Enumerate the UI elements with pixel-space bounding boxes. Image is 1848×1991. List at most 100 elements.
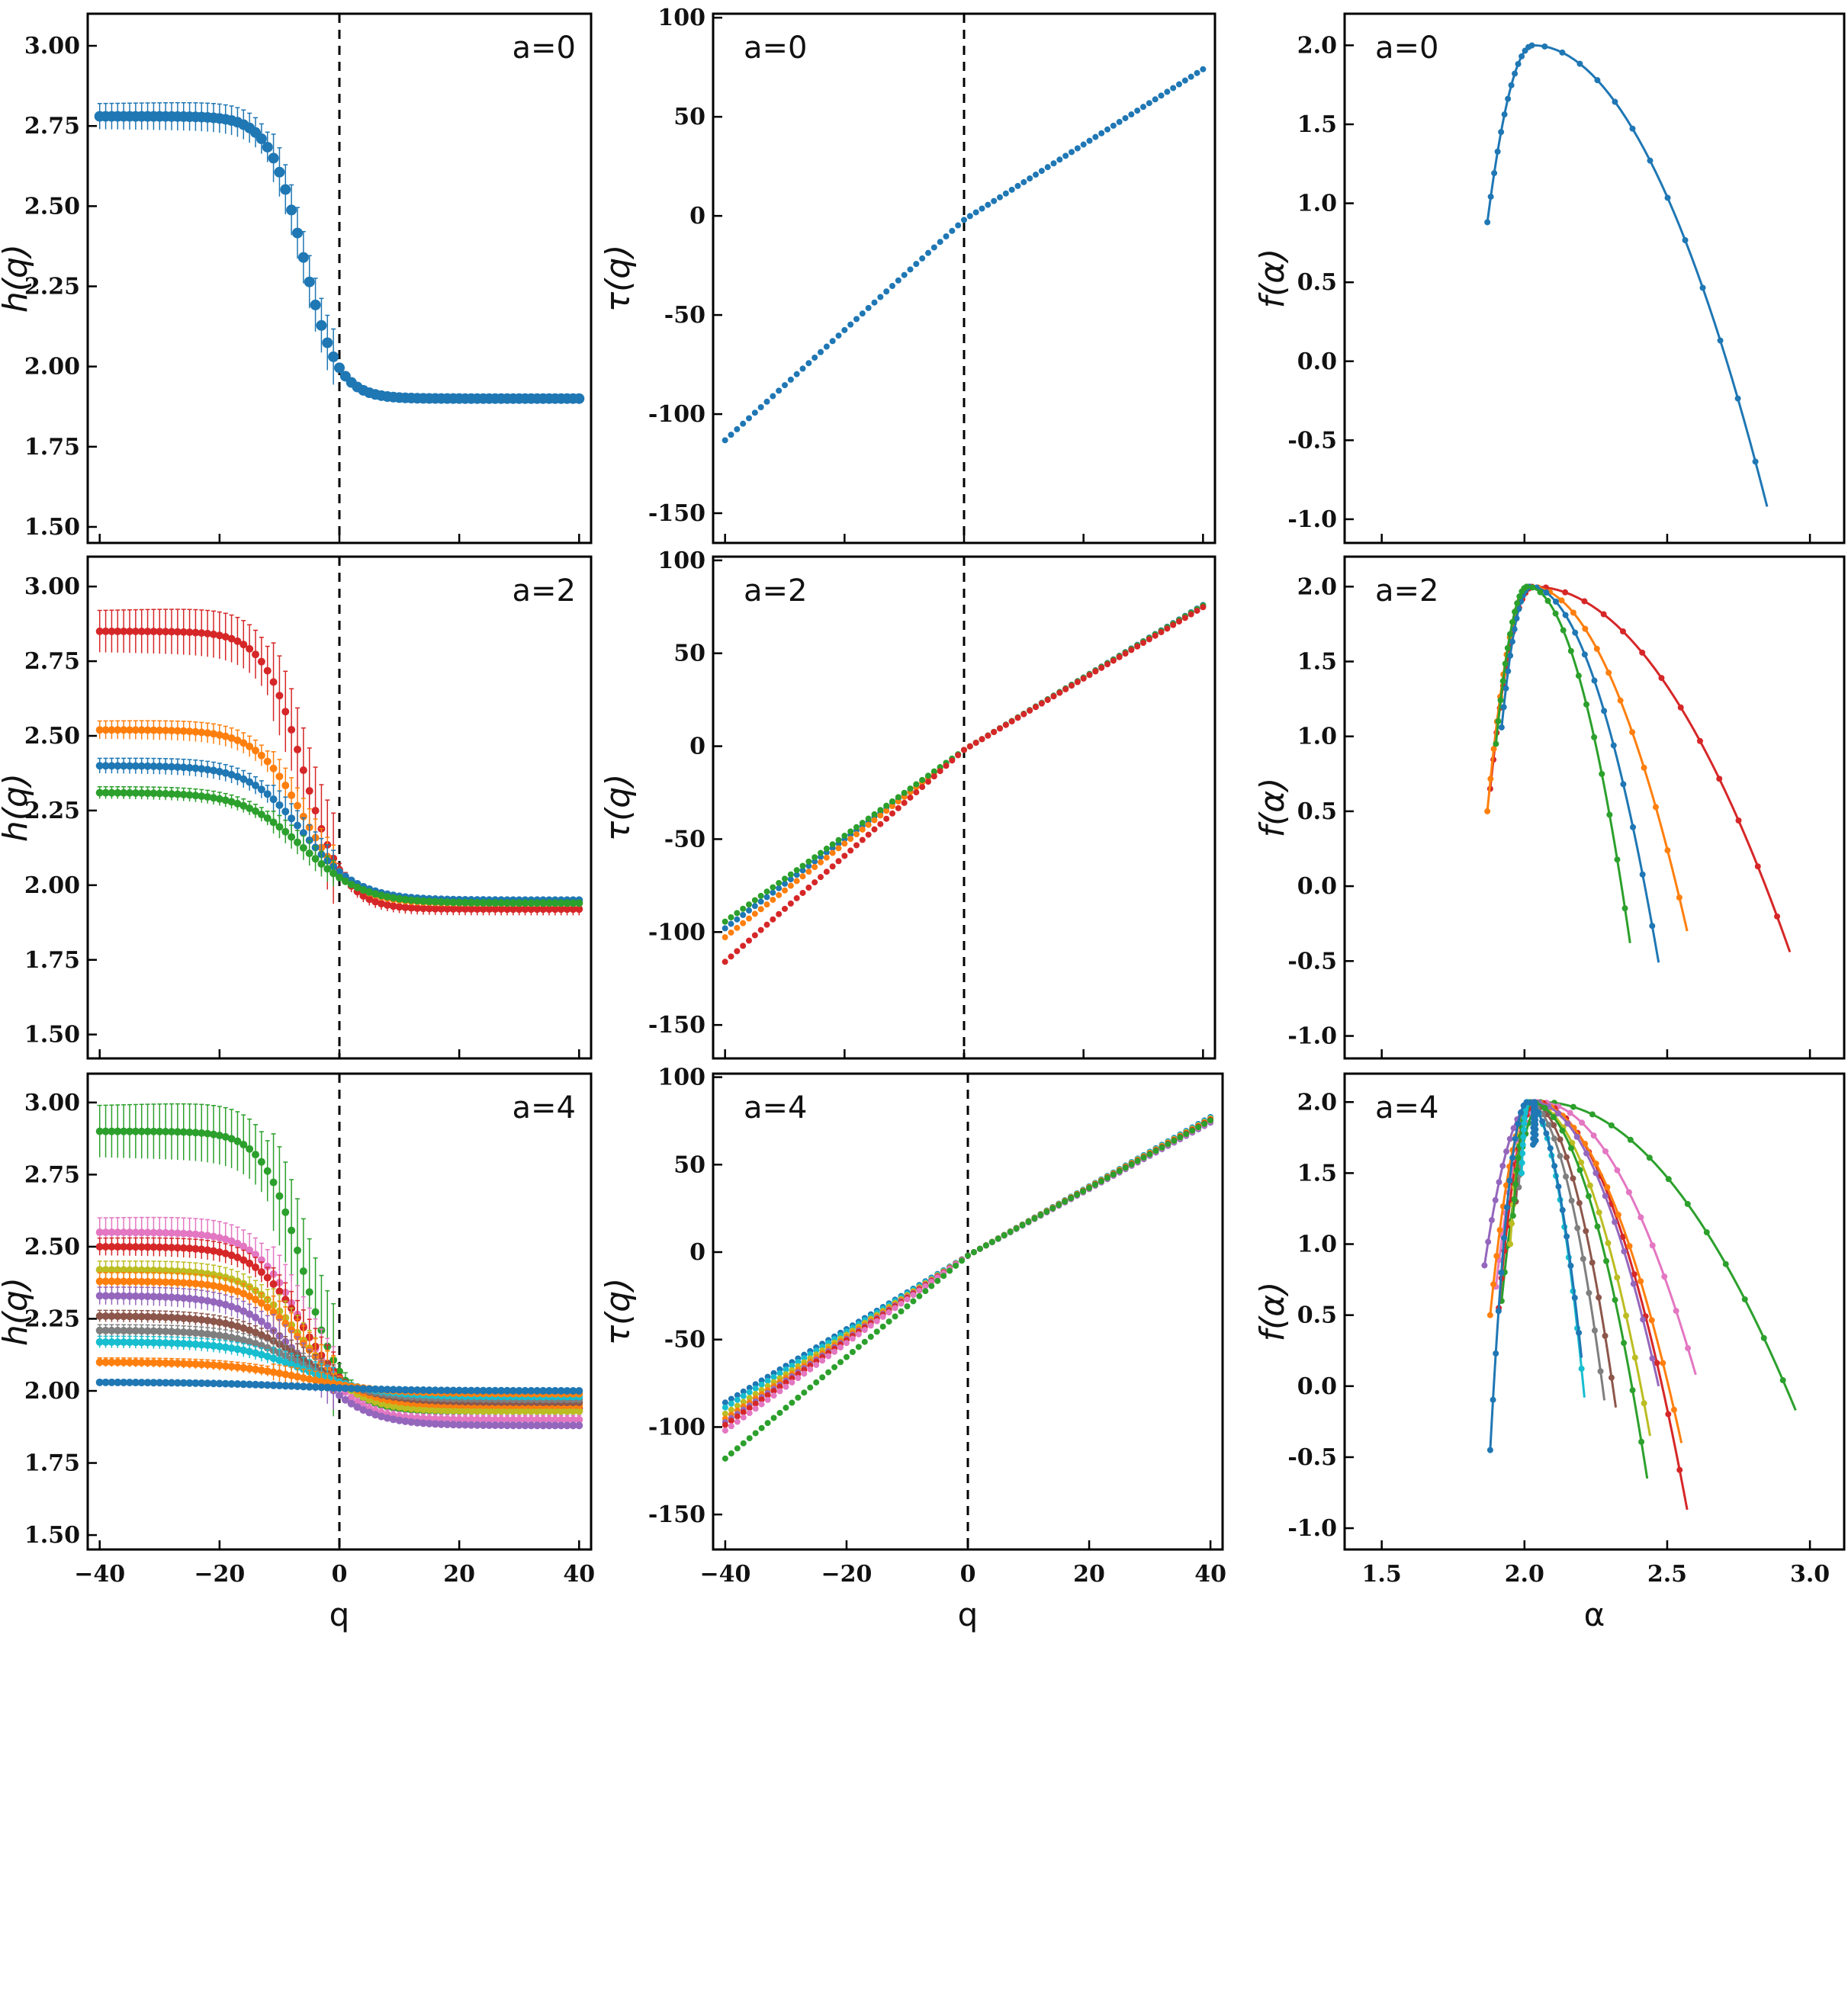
data-point xyxy=(752,1391,759,1398)
data-point xyxy=(1621,905,1628,912)
data-point xyxy=(485,1386,493,1395)
data-point xyxy=(131,1277,140,1286)
data-point xyxy=(281,1208,290,1216)
data-point xyxy=(108,1243,116,1251)
data-point xyxy=(1074,145,1081,152)
data-point xyxy=(740,943,747,949)
data-point xyxy=(227,1237,236,1245)
data-point xyxy=(275,1287,284,1296)
data-point xyxy=(305,787,313,795)
data-point xyxy=(1501,111,1508,118)
data-point xyxy=(1050,693,1057,700)
x-axis-label: q xyxy=(958,1596,979,1633)
data-point xyxy=(269,764,278,772)
data-point xyxy=(1620,781,1627,788)
data-point xyxy=(1122,114,1129,121)
data-point xyxy=(871,811,878,817)
data-point xyxy=(101,1338,110,1346)
data-point xyxy=(114,1378,122,1386)
data-point xyxy=(1038,168,1045,175)
data-point xyxy=(1559,49,1566,56)
data-point xyxy=(173,1314,182,1322)
data-point xyxy=(286,204,297,216)
data-point xyxy=(883,288,890,295)
data-point xyxy=(95,1338,104,1346)
data-point xyxy=(275,1192,284,1200)
data-point xyxy=(252,807,259,815)
data-point xyxy=(317,1377,326,1386)
data-point xyxy=(764,1377,771,1384)
data-point xyxy=(156,1313,164,1321)
y-tick-label: 0.0 xyxy=(1297,873,1337,900)
data-point xyxy=(455,1406,464,1415)
data-point xyxy=(859,837,866,843)
data-point xyxy=(919,776,926,783)
data-point xyxy=(131,1292,140,1300)
data-point xyxy=(895,277,902,284)
data-point xyxy=(101,1266,110,1274)
data-point xyxy=(263,790,272,798)
data-point xyxy=(198,728,206,737)
data-point xyxy=(137,1277,146,1286)
data-point xyxy=(239,1324,248,1332)
data-point xyxy=(901,799,908,806)
data-point xyxy=(443,898,452,907)
y-tick-label: 2.00 xyxy=(24,872,80,899)
data-point xyxy=(210,1130,217,1138)
panel-title: a=2 xyxy=(513,573,576,609)
data-point xyxy=(757,404,764,411)
data-point xyxy=(1484,219,1491,226)
data-point xyxy=(198,629,206,637)
data-point xyxy=(569,1421,577,1430)
data-point xyxy=(503,1386,511,1395)
data-point xyxy=(1575,673,1582,679)
data-point xyxy=(979,736,985,743)
data-point xyxy=(407,1418,416,1426)
data-point xyxy=(1505,95,1512,102)
data-point xyxy=(574,393,585,404)
data-point xyxy=(359,1385,368,1393)
data-point xyxy=(137,1327,146,1335)
data-point xyxy=(359,886,368,894)
data-point xyxy=(95,627,104,635)
panel-h2: 1.50 1.75 2.00 2.25 2.50 2.75 3.00 a=2 h(q) xyxy=(0,555,593,1060)
series-green xyxy=(95,785,583,907)
data-point xyxy=(221,769,230,777)
data-point xyxy=(865,304,872,311)
data-point xyxy=(1544,597,1551,604)
data-point xyxy=(1502,660,1509,667)
data-point xyxy=(503,1407,511,1415)
data-point xyxy=(746,907,752,914)
data-point xyxy=(156,789,164,798)
data-point xyxy=(131,726,140,734)
data-point xyxy=(419,1419,427,1427)
data-point xyxy=(198,1280,206,1289)
data-point xyxy=(383,901,391,909)
data-point xyxy=(455,1386,464,1395)
data-point xyxy=(883,815,890,822)
data-point xyxy=(752,1381,759,1388)
data-point xyxy=(841,840,848,847)
data-point xyxy=(131,627,140,635)
data-point xyxy=(179,1328,188,1336)
plot-frame xyxy=(1343,555,1846,1060)
data-point xyxy=(288,1371,296,1379)
data-point xyxy=(757,906,764,913)
data-point xyxy=(1033,172,1039,178)
data-point xyxy=(221,1379,230,1388)
data-point xyxy=(1494,148,1501,155)
data-point xyxy=(1128,647,1135,653)
data-point xyxy=(359,1406,368,1415)
data-point xyxy=(1752,458,1759,465)
data-point xyxy=(1641,764,1647,771)
data-point xyxy=(156,726,164,734)
data-point xyxy=(485,1415,493,1424)
data-point xyxy=(341,1384,349,1392)
data-point xyxy=(1181,615,1188,621)
data-point xyxy=(131,1243,140,1251)
y-tick-label: 1.5 xyxy=(1297,648,1337,675)
data-point xyxy=(269,1280,278,1288)
data-point xyxy=(221,1319,230,1328)
data-point xyxy=(179,791,188,799)
data-point xyxy=(734,910,741,917)
